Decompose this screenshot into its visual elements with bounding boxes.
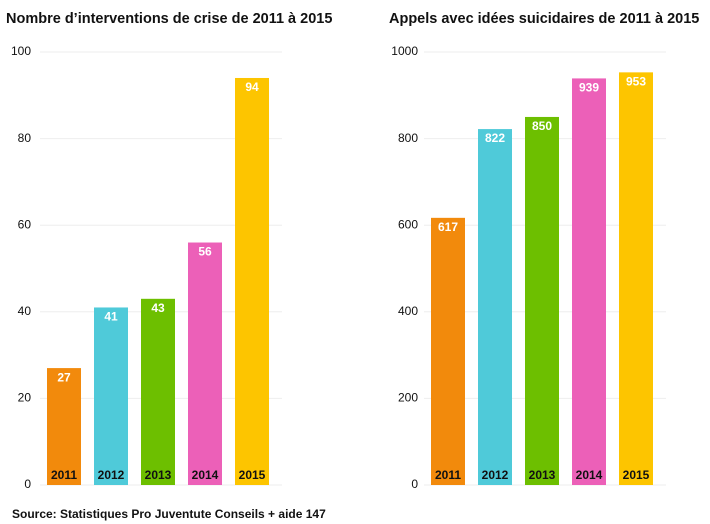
value-label: 27 [57,370,71,384]
value-label: 41 [104,310,118,324]
category-label: 2014 [192,468,219,482]
y-tick-label: 100 [11,44,31,58]
bar [141,298,175,485]
category-label: 2015 [623,468,650,482]
category-label: 2011 [435,468,461,482]
source: Source: Statistiques Pro Juventute Conse… [12,507,326,521]
value-label: 43 [151,301,165,315]
y-tick-label: 20 [18,391,32,405]
bar [188,242,222,485]
chart-title: Nombre d’interventions de crise de 2011 … [6,11,332,27]
y-tick-label: 200 [398,391,418,405]
bar [619,72,653,485]
bar [525,116,559,485]
chart-title: Appels avec idées suicidaires de 2011 à … [389,11,699,27]
value-label: 822 [485,131,505,145]
value-label: 94 [245,80,259,94]
bar [431,217,465,486]
category-label: 2014 [576,468,603,482]
value-label: 939 [579,81,599,95]
value-label: 850 [532,119,552,133]
y-tick-label: 0 [24,477,31,491]
category-label: 2012 [98,468,125,482]
y-tick-label: 600 [398,217,418,231]
bar [94,307,128,485]
category-label: 2011 [51,468,77,482]
category-label: 2013 [529,468,556,482]
bar [47,368,81,485]
y-tick-label: 60 [18,217,32,231]
value-label: 953 [626,75,646,89]
y-tick-label: 1000 [391,44,418,58]
bar [478,129,512,485]
y-tick-label: 400 [398,304,418,318]
category-label: 2015 [239,468,266,482]
y-tick-label: 800 [398,131,418,145]
category-label: 2013 [145,468,172,482]
category-label: 2012 [482,468,509,482]
y-tick-label: 0 [411,477,418,491]
y-tick-label: 40 [18,304,32,318]
y-tick-label: 80 [18,131,32,145]
value-label: 56 [198,245,212,259]
bar [572,78,606,486]
bar [235,77,269,485]
value-label: 617 [438,220,458,234]
